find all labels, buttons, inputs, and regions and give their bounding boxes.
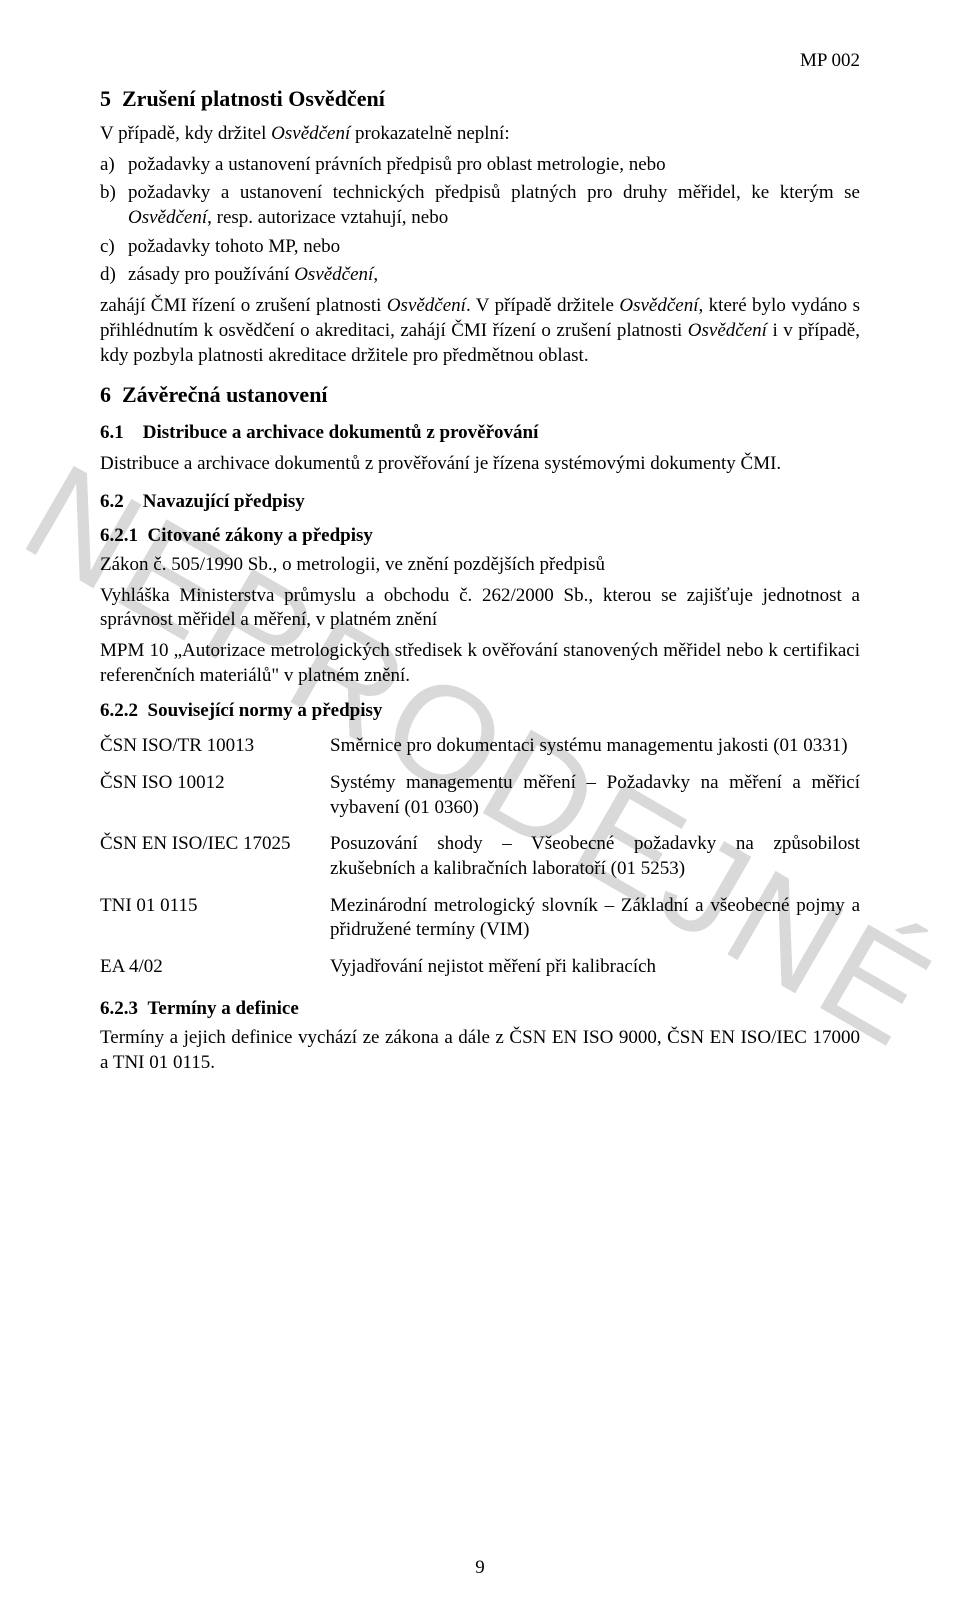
section-6-2-2-num: 6.2.2 (100, 700, 138, 721)
standard-label: ČSN EN ISO/IEC 17025 (100, 826, 330, 887)
standard-label: EA 4/02 (100, 949, 330, 986)
list-text: zásady pro používání Osvědčení, (128, 263, 860, 288)
standard-desc: Mezinárodní metrologický slovník – Zákla… (330, 888, 860, 949)
section-6-2-num: 6.2 (100, 491, 124, 512)
list-item-a: a) požadavky a ustanovení právních předp… (100, 153, 860, 178)
section-5-intro: V případě, kdy držitel Osvědčení prokaza… (100, 122, 860, 147)
section-5-post: zahájí ČMI řízení o zrušení platnosti Os… (100, 294, 860, 368)
list-item-c: c) požadavky tohoto MP, nebo (100, 235, 860, 260)
page-content: MP 002 5 Zrušení platnosti Osvědčení V p… (100, 50, 860, 1075)
standard-desc: Vyjadřování nejistot měření při kalibrac… (330, 949, 860, 986)
standard-label: ČSN ISO/TR 10013 (100, 728, 330, 765)
section-6-2-3-body: Termíny a jejich definice vychází ze zák… (100, 1026, 860, 1075)
standard-desc: Systémy managementu měření – Požadavky n… (330, 765, 860, 826)
page-number: 9 (0, 1557, 960, 1579)
standard-label: TNI 01 0115 (100, 888, 330, 949)
section-6-2-heading: 6.2 Navazující předpisy (100, 491, 860, 513)
section-6-2-2-title: Související normy a předpisy (148, 700, 383, 721)
section-6-2-1-p1: Zákon č. 505/1990 Sb., o metrologii, ve … (100, 553, 860, 578)
section-6-2-1-title: Citované zákony a předpisy (148, 525, 373, 546)
section-6-2-1-p3: MPM 10 „Autorizace metrologických středi… (100, 639, 860, 688)
standard-label: ČSN ISO 10012 (100, 765, 330, 826)
section-6-num: 6 (100, 382, 111, 407)
section-6-2-2-heading: 6.2.2 Související normy a předpisy (100, 700, 860, 722)
standards-table: ČSN ISO/TR 10013 Směrnice pro dokumentac… (100, 728, 860, 986)
list-text: požadavky a ustanovení právních předpisů… (128, 153, 860, 178)
section-6-1-heading: 6.1 Distribuce a archivace dokumentů z p… (100, 422, 860, 444)
section-6-2-3-num: 6.2.3 (100, 998, 138, 1019)
section-5-heading: 5 Zrušení platnosti Osvědčení (100, 86, 860, 112)
section-5-title: Zrušení platnosti Osvědčení (122, 86, 385, 111)
list-text: požadavky a ustanovení technických předp… (128, 181, 860, 230)
section-6-2-1-p2: Vyhláška Ministerstva průmyslu a obchodu… (100, 584, 860, 633)
section-6-2-1-num: 6.2.1 (100, 525, 138, 546)
section-6-2-3-title: Termíny a definice (148, 998, 299, 1019)
list-item-b: b) požadavky a ustanovení technických př… (100, 181, 860, 230)
list-item-d: d) zásady pro používání Osvědčení, (100, 263, 860, 288)
section-6-2-title: Navazující předpisy (143, 491, 305, 512)
section-5-num: 5 (100, 86, 111, 111)
document-page: NEPRODEJNÉ MP 002 5 Zrušení platnosti Os… (0, 0, 960, 1609)
section-6-2-1-heading: 6.2.1 Citované zákony a předpisy (100, 525, 860, 547)
standard-desc: Posuzování shody – Všeobecné požadavky n… (330, 826, 860, 887)
list-marker: c) (100, 235, 128, 260)
section-6-2-3-heading: 6.2.3 Termíny a definice (100, 998, 860, 1020)
table-row: TNI 01 0115 Mezinárodní metrologický slo… (100, 888, 860, 949)
list-marker: b) (100, 181, 128, 230)
list-marker: a) (100, 153, 128, 178)
list-marker: d) (100, 263, 128, 288)
section-6-1-body: Distribuce a archivace dokumentů z prově… (100, 452, 860, 477)
list-text: požadavky tohoto MP, nebo (128, 235, 860, 260)
standard-desc: Směrnice pro dokumentaci systému managem… (330, 728, 860, 765)
section-6-1-title: Distribuce a archivace dokumentů z prově… (143, 422, 539, 443)
table-row: ČSN ISO/TR 10013 Směrnice pro dokumentac… (100, 728, 860, 765)
table-row: ČSN EN ISO/IEC 17025 Posuzování shody – … (100, 826, 860, 887)
section-6-heading: 6 Závěrečná ustanovení (100, 382, 860, 408)
section-6-1-num: 6.1 (100, 422, 124, 443)
section-6-title: Závěrečná ustanovení (122, 382, 328, 407)
table-row: ČSN ISO 10012 Systémy managementu měření… (100, 765, 860, 826)
header-code: MP 002 (100, 50, 860, 72)
table-row: EA 4/02 Vyjadřování nejistot měření při … (100, 949, 860, 986)
